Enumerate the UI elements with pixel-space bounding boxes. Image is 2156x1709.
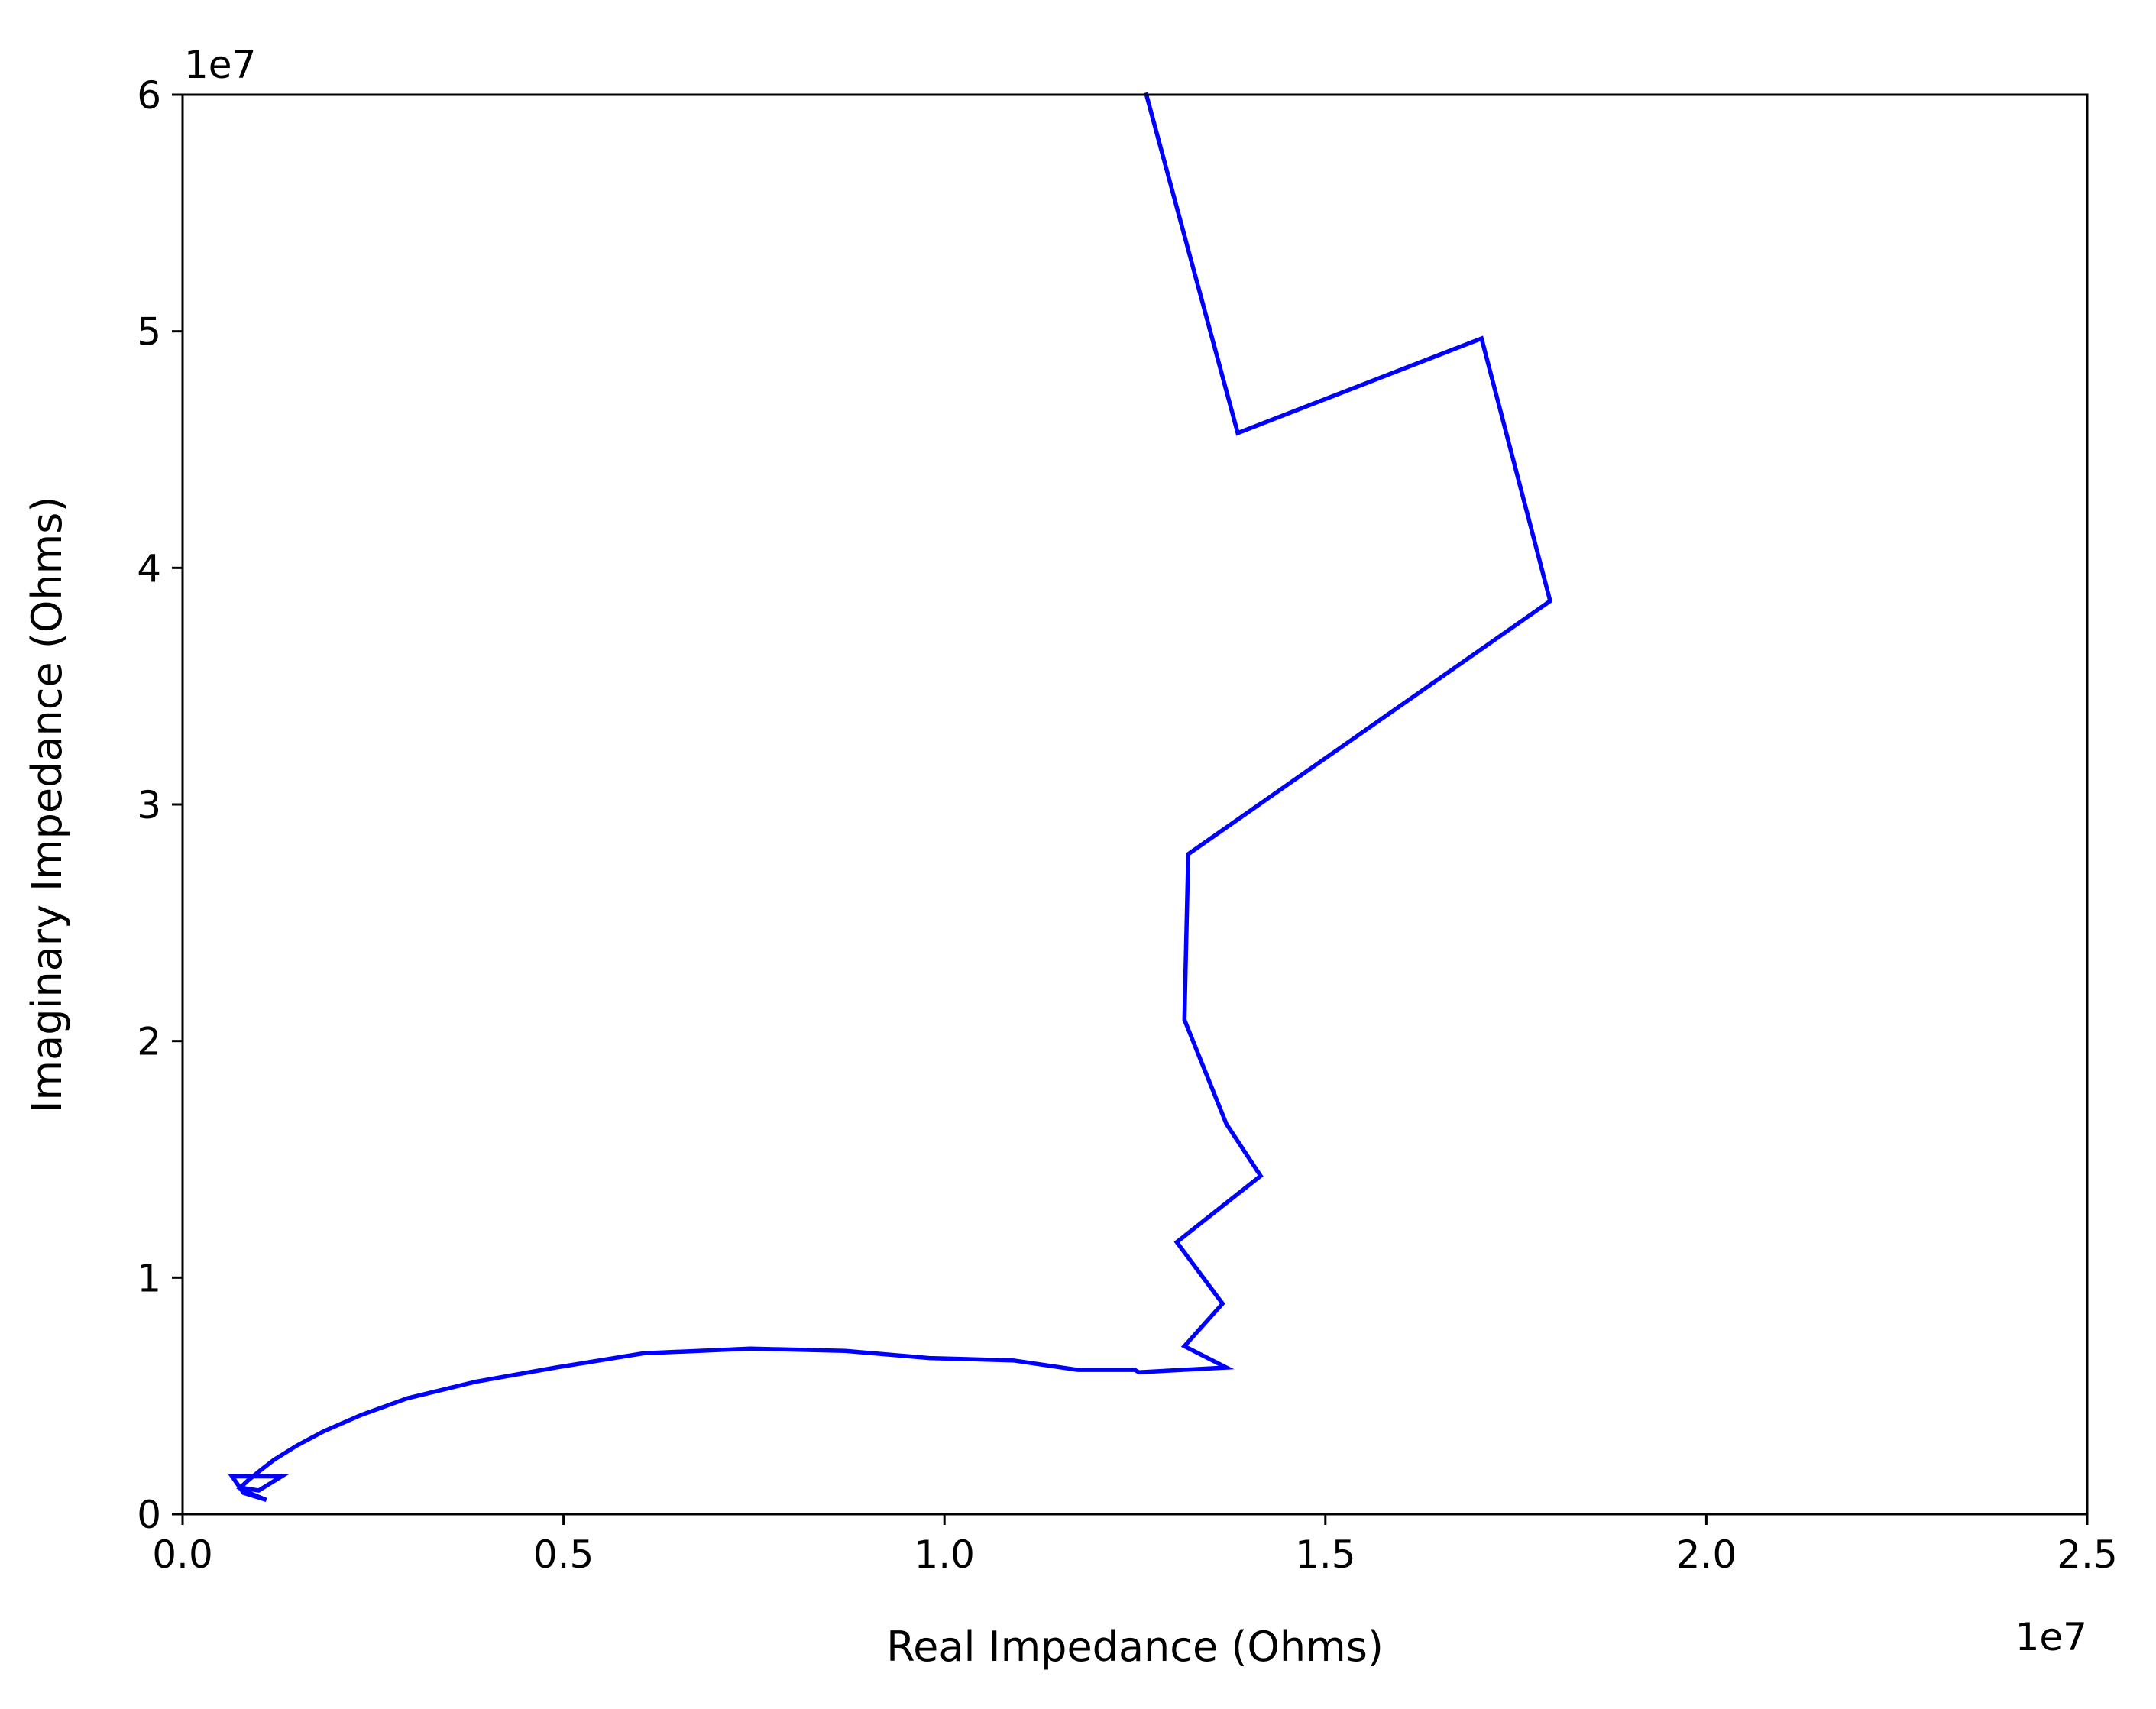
x-axis-offset-label: 1e7	[2015, 1615, 2087, 1659]
x-tick-label: 0.5	[533, 1533, 594, 1577]
x-tick-label: 1.5	[1295, 1533, 1356, 1577]
y-axis-offset-label: 1e7	[184, 43, 256, 87]
y-tick-label: 0	[137, 1493, 161, 1537]
y-axis-label: Imaginary Impedance (Ohms)	[23, 497, 71, 1113]
y-tick-label: 6	[137, 73, 161, 118]
series-layer	[228, 92, 1553, 1503]
x-tick-label: 2.5	[2057, 1533, 2118, 1577]
x-tick-label: 1.0	[914, 1533, 975, 1577]
y-tick-label: 1	[137, 1256, 161, 1300]
x-axis-label: Real Impedance (Ohms)	[886, 1623, 1384, 1671]
x-tick-label: 0.0	[152, 1533, 213, 1577]
y-tick-label: 3	[137, 783, 161, 827]
series-line-0	[228, 92, 1553, 1503]
y-tick-label: 4	[137, 546, 161, 591]
y-axis-ticks: 0 1 2 3 4 5 6	[137, 73, 183, 1537]
y-tick-label: 2	[137, 1020, 161, 1064]
y-tick-label: 5	[137, 310, 161, 354]
x-tick-label: 2.0	[1676, 1533, 1737, 1577]
x-axis-ticks: 0.0 0.5 1.0 1.5 2.0 2.5	[152, 1514, 2118, 1577]
